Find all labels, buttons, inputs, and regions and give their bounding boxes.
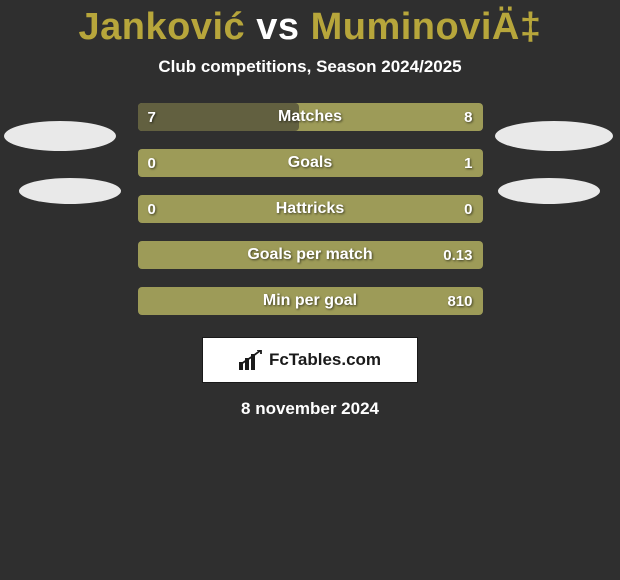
player-ellipse: [19, 178, 121, 204]
stat-label: Matches: [138, 103, 483, 131]
stat-label: Hattricks: [138, 195, 483, 223]
stat-row: 0.13Goals per match: [138, 241, 483, 269]
stat-row: 810Min per goal: [138, 287, 483, 315]
chart-icon: [239, 350, 263, 370]
stat-label: Goals: [138, 149, 483, 177]
player-ellipse: [498, 178, 600, 204]
source-badge[interactable]: FcTables.com: [202, 337, 418, 383]
player-ellipse: [4, 121, 116, 151]
title-vs: vs: [256, 6, 299, 48]
stat-row: 78Matches: [138, 103, 483, 131]
subtitle: Club competitions, Season 2024/2025: [0, 57, 620, 77]
stat-rows: 78Matches 01Goals 00Hattricks 0.13Goals per…: [138, 103, 483, 315]
source-badge-text: FcTables.com: [269, 350, 381, 370]
date-label: 8 november 2024: [0, 399, 620, 419]
title-player1: Janković: [79, 6, 246, 48]
player-ellipse: [495, 121, 613, 151]
comparison-card: Janković vs MuminoviÄ‡ Club competitions…: [0, 0, 620, 419]
page-title: Janković vs MuminoviÄ‡: [0, 0, 620, 49]
title-player2: MuminoviÄ‡: [311, 6, 542, 48]
stat-label: Goals per match: [138, 241, 483, 269]
stat-row: 00Hattricks: [138, 195, 483, 223]
stat-row: 01Goals: [138, 149, 483, 177]
stat-label: Min per goal: [138, 287, 483, 315]
